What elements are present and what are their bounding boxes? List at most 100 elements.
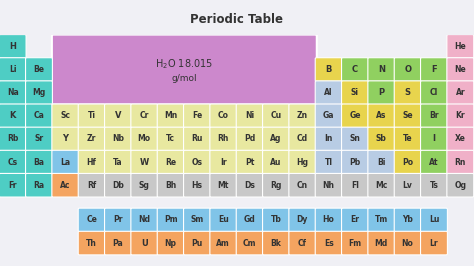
FancyBboxPatch shape bbox=[157, 208, 184, 232]
Text: Cl: Cl bbox=[430, 88, 438, 97]
FancyBboxPatch shape bbox=[131, 231, 158, 255]
Text: Cu: Cu bbox=[270, 111, 282, 120]
FancyBboxPatch shape bbox=[342, 208, 368, 232]
FancyBboxPatch shape bbox=[289, 173, 316, 197]
Text: Fl: Fl bbox=[351, 181, 359, 190]
FancyBboxPatch shape bbox=[52, 173, 79, 197]
FancyBboxPatch shape bbox=[78, 104, 105, 128]
FancyBboxPatch shape bbox=[105, 127, 131, 151]
Text: Rb: Rb bbox=[7, 134, 18, 143]
Text: Th: Th bbox=[86, 239, 97, 248]
Text: Tc: Tc bbox=[166, 134, 175, 143]
Text: Nh: Nh bbox=[323, 181, 335, 190]
Text: Cn: Cn bbox=[297, 181, 308, 190]
Text: Ag: Ag bbox=[270, 134, 282, 143]
FancyBboxPatch shape bbox=[447, 127, 474, 151]
Text: Periodic Table: Periodic Table bbox=[191, 13, 283, 26]
FancyBboxPatch shape bbox=[183, 208, 210, 232]
FancyBboxPatch shape bbox=[183, 173, 210, 197]
FancyBboxPatch shape bbox=[315, 150, 342, 174]
FancyBboxPatch shape bbox=[26, 150, 53, 174]
Text: Nb: Nb bbox=[112, 134, 124, 143]
FancyBboxPatch shape bbox=[131, 173, 158, 197]
Text: Na: Na bbox=[7, 88, 18, 97]
FancyBboxPatch shape bbox=[315, 58, 342, 81]
Text: Re: Re bbox=[165, 157, 176, 167]
Text: S: S bbox=[405, 88, 410, 97]
FancyBboxPatch shape bbox=[289, 231, 316, 255]
Text: Br: Br bbox=[429, 111, 439, 120]
Text: No: No bbox=[401, 239, 414, 248]
FancyBboxPatch shape bbox=[210, 150, 237, 174]
Text: U: U bbox=[141, 239, 148, 248]
Text: Xe: Xe bbox=[455, 134, 466, 143]
FancyBboxPatch shape bbox=[420, 58, 447, 81]
Text: H$_2$O 18.015: H$_2$O 18.015 bbox=[155, 57, 213, 71]
FancyBboxPatch shape bbox=[342, 231, 368, 255]
Text: C: C bbox=[352, 65, 358, 74]
Text: Cm: Cm bbox=[243, 239, 256, 248]
Text: Ru: Ru bbox=[191, 134, 203, 143]
FancyBboxPatch shape bbox=[26, 104, 53, 128]
Text: Mt: Mt bbox=[218, 181, 229, 190]
FancyBboxPatch shape bbox=[210, 104, 237, 128]
Text: Bk: Bk bbox=[271, 239, 282, 248]
FancyBboxPatch shape bbox=[315, 81, 342, 105]
Text: Mn: Mn bbox=[164, 111, 177, 120]
Text: Cd: Cd bbox=[297, 134, 308, 143]
FancyBboxPatch shape bbox=[26, 81, 53, 105]
FancyBboxPatch shape bbox=[263, 127, 290, 151]
Text: He: He bbox=[455, 42, 466, 51]
FancyBboxPatch shape bbox=[52, 127, 79, 151]
FancyBboxPatch shape bbox=[342, 58, 368, 81]
Text: B: B bbox=[326, 65, 332, 74]
FancyBboxPatch shape bbox=[420, 208, 447, 232]
FancyBboxPatch shape bbox=[342, 173, 368, 197]
Text: Tm: Tm bbox=[374, 215, 388, 225]
FancyBboxPatch shape bbox=[0, 173, 26, 197]
FancyBboxPatch shape bbox=[131, 127, 158, 151]
Text: Lu: Lu bbox=[429, 215, 439, 225]
FancyBboxPatch shape bbox=[263, 150, 290, 174]
Text: Cs: Cs bbox=[8, 157, 18, 167]
Text: As: As bbox=[376, 111, 386, 120]
FancyBboxPatch shape bbox=[394, 104, 421, 128]
FancyBboxPatch shape bbox=[263, 231, 290, 255]
Text: Cf: Cf bbox=[298, 239, 307, 248]
Text: Ac: Ac bbox=[60, 181, 71, 190]
Text: Os: Os bbox=[191, 157, 202, 167]
FancyBboxPatch shape bbox=[368, 58, 395, 81]
Text: Og: Og bbox=[454, 181, 466, 190]
FancyBboxPatch shape bbox=[342, 127, 368, 151]
Text: Te: Te bbox=[403, 134, 412, 143]
FancyBboxPatch shape bbox=[105, 150, 131, 174]
FancyBboxPatch shape bbox=[394, 231, 421, 255]
FancyBboxPatch shape bbox=[368, 208, 395, 232]
Text: Sc: Sc bbox=[60, 111, 70, 120]
Text: Eu: Eu bbox=[218, 215, 228, 225]
Text: g/mol: g/mol bbox=[172, 74, 197, 83]
FancyBboxPatch shape bbox=[210, 127, 237, 151]
FancyBboxPatch shape bbox=[0, 81, 26, 105]
FancyBboxPatch shape bbox=[78, 208, 105, 232]
Text: La: La bbox=[60, 157, 70, 167]
FancyBboxPatch shape bbox=[368, 231, 395, 255]
Text: W: W bbox=[140, 157, 149, 167]
Text: Hs: Hs bbox=[191, 181, 202, 190]
Text: Tl: Tl bbox=[325, 157, 333, 167]
Text: Hf: Hf bbox=[87, 157, 97, 167]
FancyBboxPatch shape bbox=[131, 150, 158, 174]
Text: Am: Am bbox=[217, 239, 230, 248]
FancyBboxPatch shape bbox=[263, 208, 290, 232]
FancyBboxPatch shape bbox=[105, 104, 131, 128]
FancyBboxPatch shape bbox=[420, 231, 447, 255]
Text: N: N bbox=[378, 65, 385, 74]
Text: Pb: Pb bbox=[349, 157, 361, 167]
FancyBboxPatch shape bbox=[447, 35, 474, 58]
Text: Lr: Lr bbox=[429, 239, 438, 248]
FancyBboxPatch shape bbox=[342, 150, 368, 174]
FancyBboxPatch shape bbox=[78, 231, 105, 255]
FancyBboxPatch shape bbox=[342, 104, 368, 128]
FancyBboxPatch shape bbox=[131, 104, 158, 128]
Text: Ge: Ge bbox=[349, 111, 361, 120]
